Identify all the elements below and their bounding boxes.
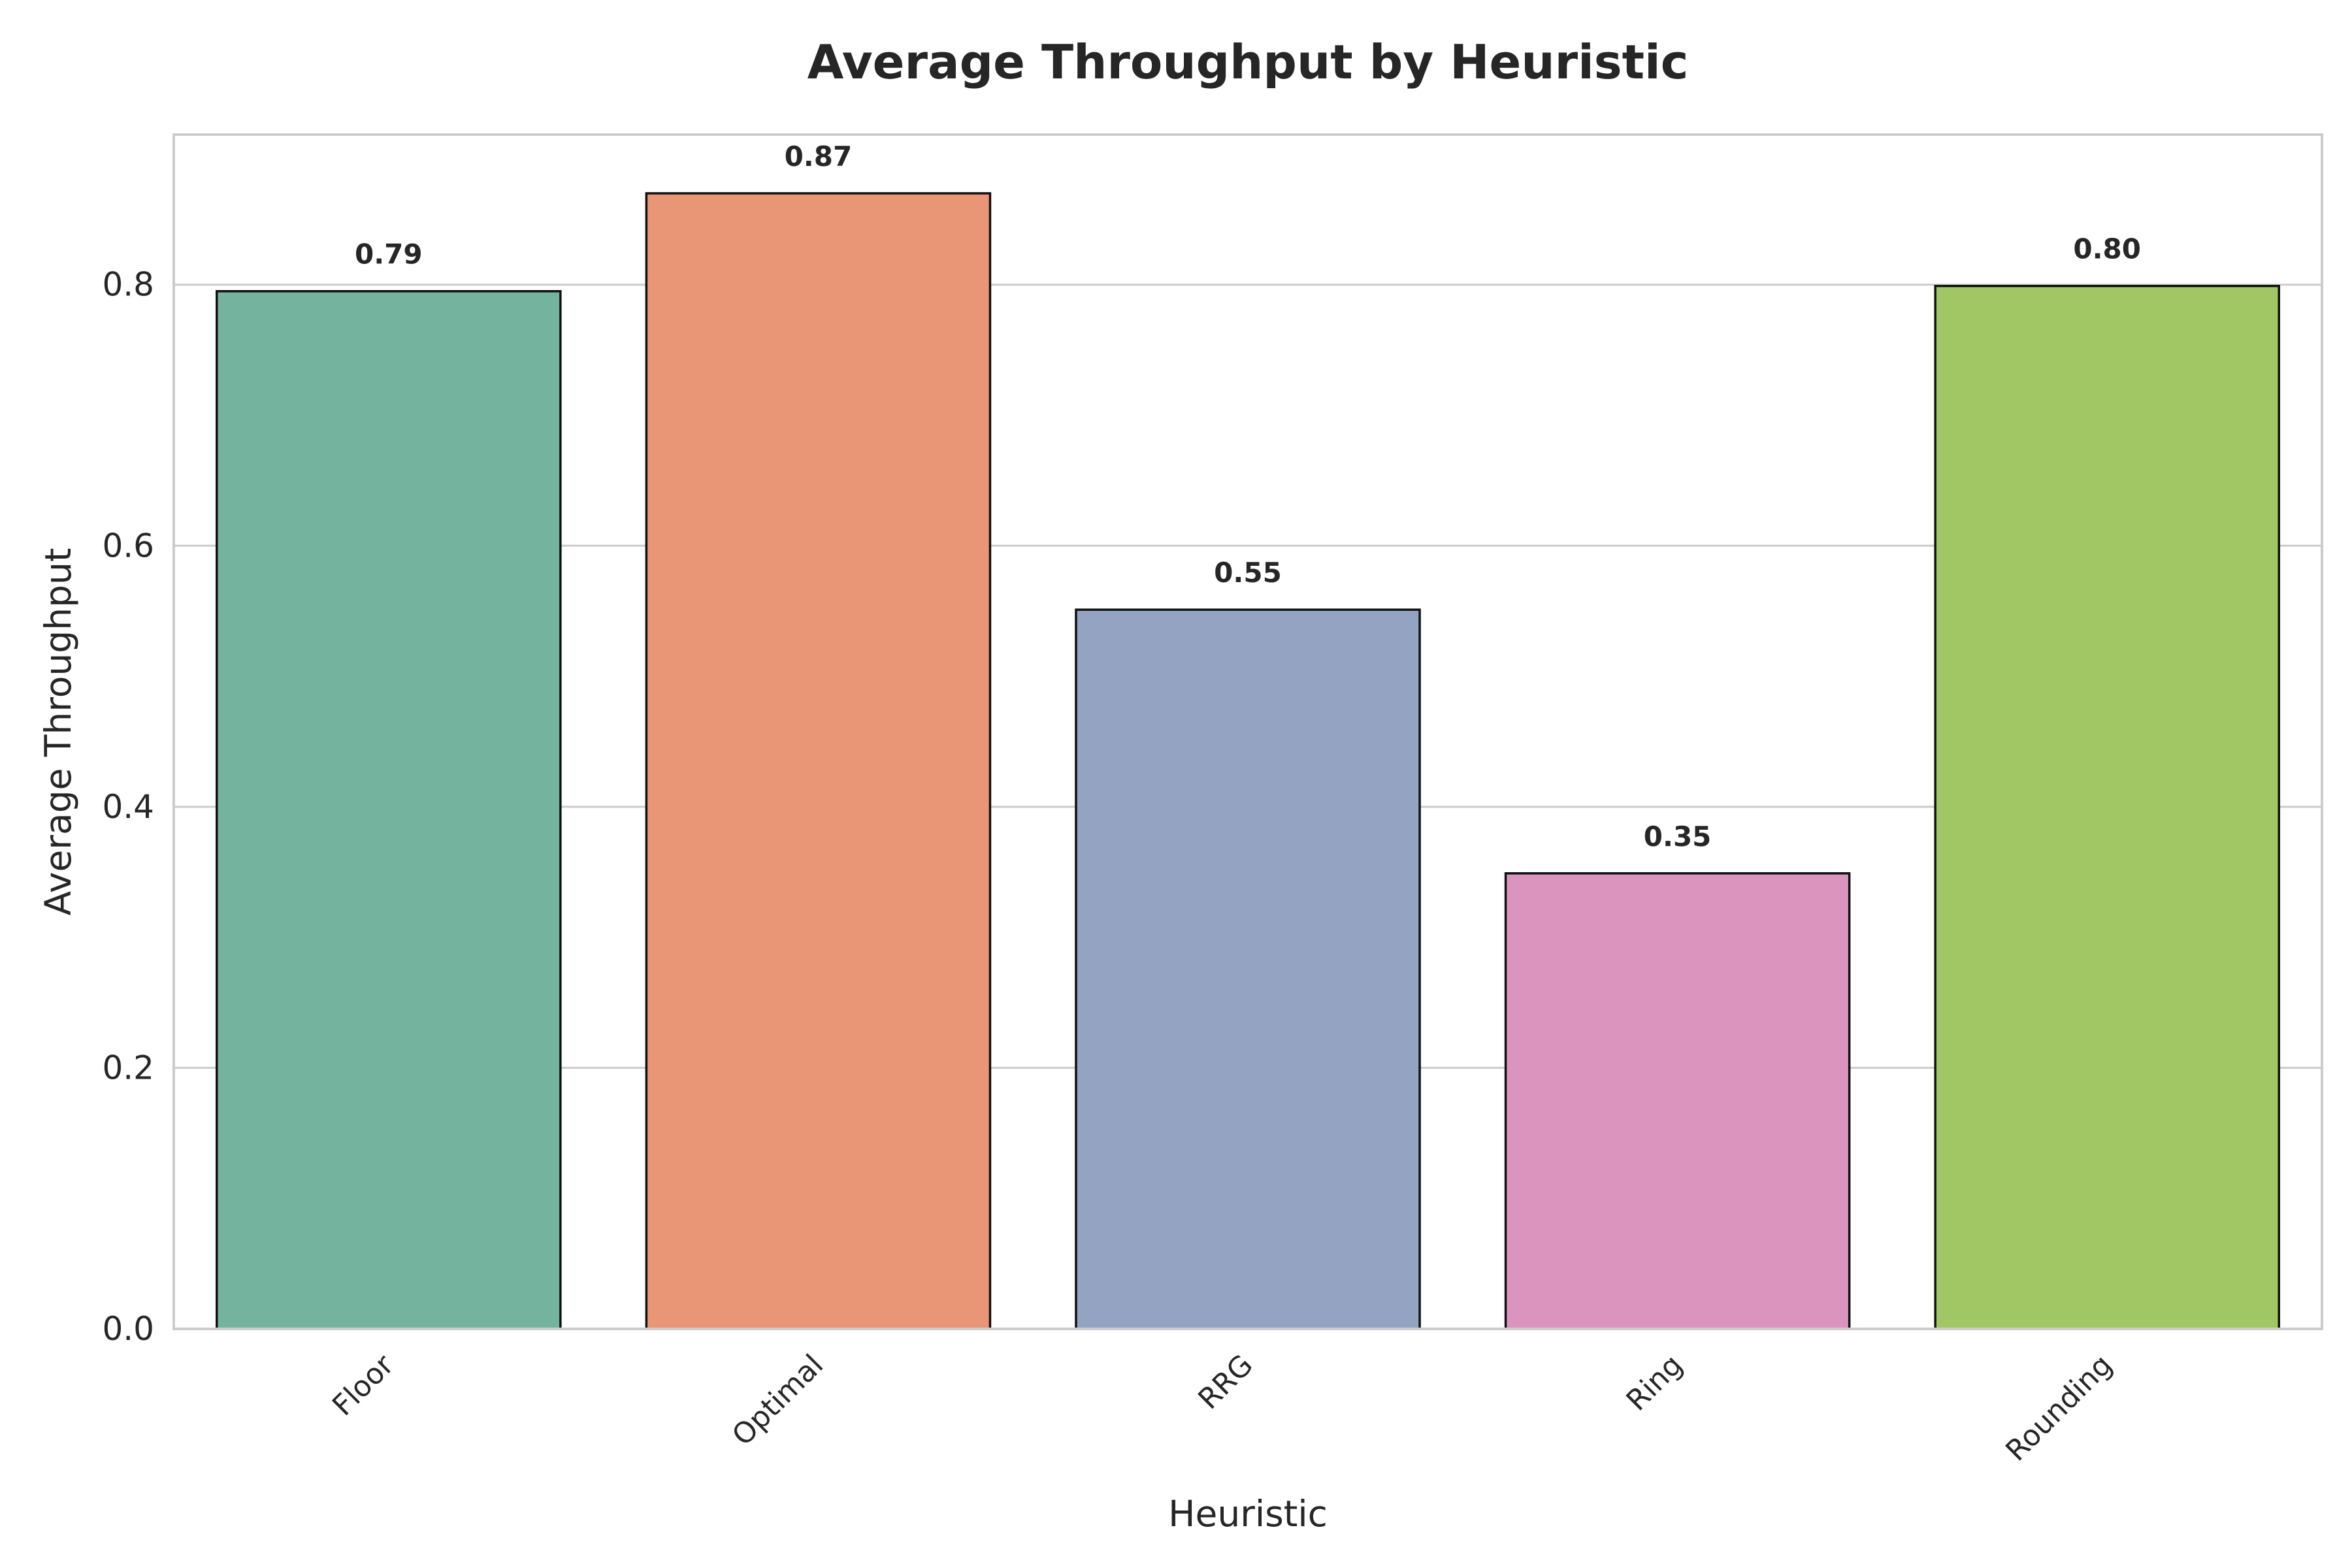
chart-title: Average Throughput by Heuristic [808, 35, 1689, 90]
data-label: 0.80 [2073, 233, 2141, 265]
data-label: 0.35 [1644, 821, 1712, 853]
data-label: 0.87 [785, 140, 853, 172]
y-tick-label: 0.8 [102, 266, 154, 304]
bars [216, 192, 2280, 1330]
y-tick-label: 0.2 [102, 1049, 154, 1086]
y-axis-label: Average Throughput [37, 548, 79, 916]
bar-rrg [1075, 608, 1421, 1330]
data-label: 0.55 [1214, 557, 1282, 589]
plot-frame [172, 133, 2323, 1330]
bar-ring [1504, 872, 1851, 1330]
bar-floor [216, 289, 562, 1330]
x-axis-label: Heuristic [1168, 1493, 1328, 1535]
data-label: 0.79 [355, 238, 423, 270]
y-tick-labels: 0.0 0.2 0.4 0.6 0.8 [102, 266, 154, 1348]
y-tick-label: 0.4 [102, 788, 154, 826]
y-tick-label: 0.6 [102, 527, 154, 564]
bar-rounding [1934, 284, 2280, 1330]
data-labels: 0.79 0.87 0.55 0.35 0.80 [355, 140, 2141, 853]
y-tick-label: 0.0 [102, 1310, 154, 1348]
bar-optimal [645, 192, 992, 1330]
